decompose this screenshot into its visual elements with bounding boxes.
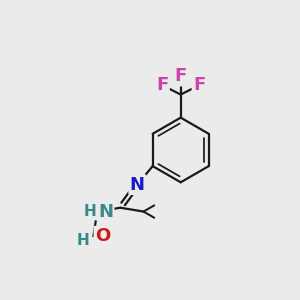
Text: F: F xyxy=(156,76,168,94)
Text: N: N xyxy=(130,176,145,194)
Text: O: O xyxy=(95,227,110,245)
Text: F: F xyxy=(175,67,187,85)
Text: H: H xyxy=(76,232,89,247)
Text: H: H xyxy=(84,204,97,219)
Text: F: F xyxy=(193,76,205,94)
Text: N: N xyxy=(98,202,113,220)
